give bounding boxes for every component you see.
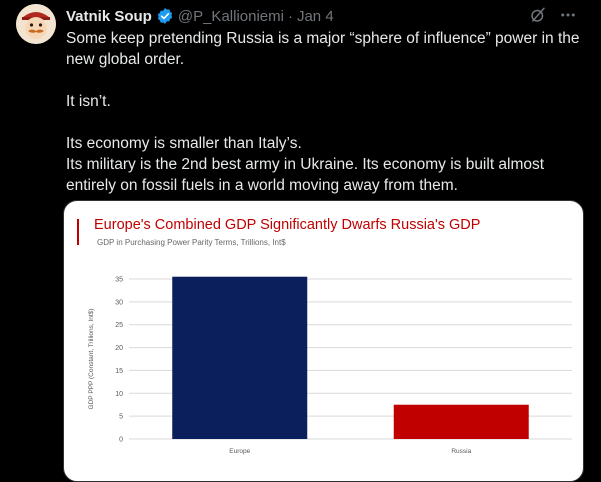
tweet-date[interactable]: Jan 4	[296, 7, 334, 25]
tweet-paragraph: Its economy is smaller than Italy’s.	[66, 135, 302, 152]
avatar-image	[16, 4, 56, 44]
y-tick-label: 0	[119, 437, 123, 444]
grok-icon[interactable]	[529, 6, 547, 28]
y-tick-label: 5	[119, 414, 123, 421]
tweet-paragraph: Its military is the 2nd best army in Ukr…	[66, 156, 545, 194]
y-tick-label: 10	[115, 391, 123, 398]
more-icon[interactable]	[559, 6, 577, 28]
author-handle[interactable]: @P_Kallioniemi	[177, 7, 284, 25]
header-actions	[529, 6, 577, 28]
x-tick-label: Europe	[229, 448, 250, 455]
chart-subtitle: GDP in Purchasing Power Parity Terms, Tr…	[97, 238, 286, 247]
y-tick-label: 25	[115, 322, 123, 329]
y-axis-title: GDP PPP (Constant, Trillions, Int$)	[88, 309, 95, 410]
author-name[interactable]: Vatnik Soup	[66, 7, 152, 25]
bar-chart: 0 5 10 15 20 25 30 35 Europe Russia GDP PPP (Const…	[88, 276, 572, 455]
tweet-paragraph: It isn’t.	[66, 93, 111, 110]
title-accent-bar	[77, 219, 79, 245]
y-tick-label: 20	[115, 345, 123, 352]
y-tick-label: 15	[115, 368, 123, 375]
avatar[interactable]	[16, 4, 56, 44]
tweet-header: Vatnik Soup @P_Kallioniemi · Jan 4	[66, 6, 581, 26]
chart-image-card[interactable]: Europe's Combined GDP Significantly Dwar…	[63, 200, 584, 482]
y-tick-label: 35	[115, 277, 123, 284]
y-tick-label: 30	[115, 299, 123, 306]
tweet-paragraph: Some keep pretending Russia is a major “…	[66, 30, 580, 68]
x-tick-label: Russia	[451, 448, 471, 455]
bar-russia	[393, 404, 529, 439]
verified-badge-icon	[156, 7, 174, 25]
chart-title: Europe's Combined GDP Significantly Dwar…	[94, 217, 481, 233]
separator-dot: ·	[287, 7, 293, 25]
tweet-text: Some keep pretending Russia is a major “…	[66, 28, 586, 196]
bar-europe	[172, 276, 308, 439]
